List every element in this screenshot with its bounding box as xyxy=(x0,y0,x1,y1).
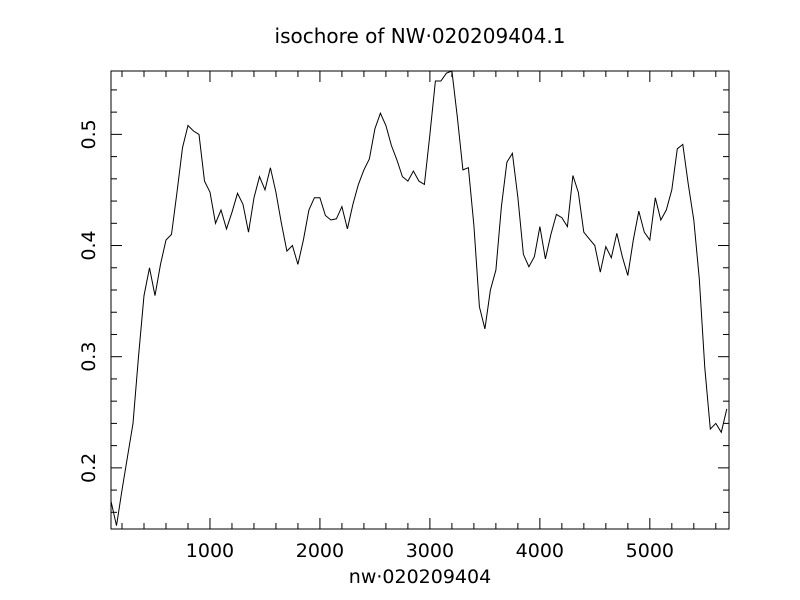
y-axis-tick-labels: 0.2 0.3 0.4 0.5 xyxy=(78,119,100,483)
axis-ticks xyxy=(111,71,729,529)
plot-frame xyxy=(110,70,730,530)
y-tick-label: 0.3 xyxy=(78,342,100,372)
y-tick-label: 0.2 xyxy=(78,453,100,483)
x-axis-label: nw·020209404 xyxy=(349,566,491,588)
x-axis-tick-labels: 1000 2000 3000 4000 5000 xyxy=(186,540,674,562)
x-tick-label: 2000 xyxy=(296,540,344,562)
x-tick-label: 3000 xyxy=(406,540,454,562)
chart-title: isochore of NW·020209404.1 xyxy=(275,24,566,48)
x-tick-label: 5000 xyxy=(626,540,674,562)
y-tick-label: 0.4 xyxy=(78,230,100,260)
x-tick-label: 1000 xyxy=(186,540,234,562)
series-line xyxy=(110,70,728,526)
x-tick-label: 4000 xyxy=(516,540,564,562)
y-tick-label: 0.5 xyxy=(78,119,100,149)
